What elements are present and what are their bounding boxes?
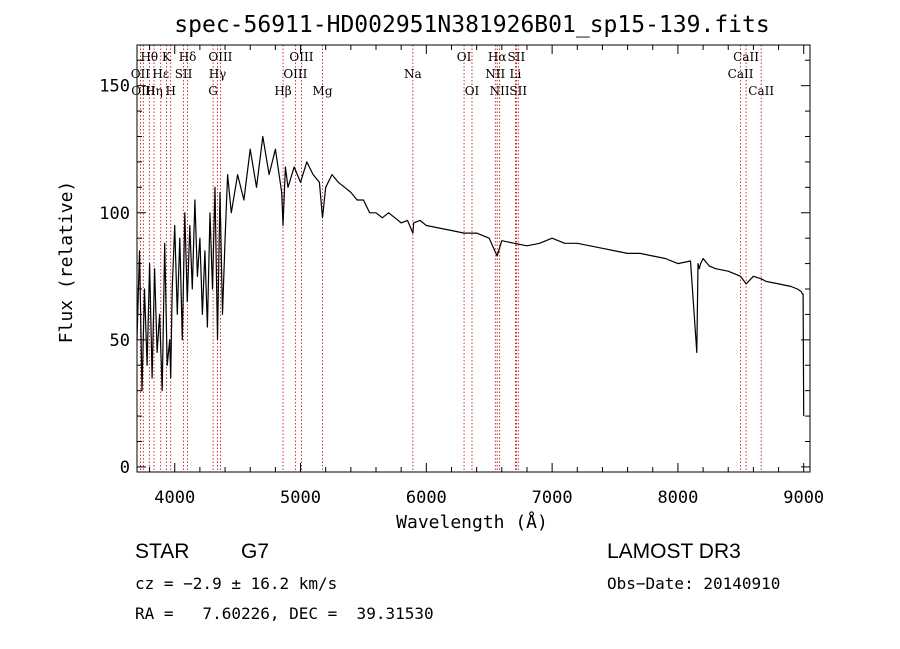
line-label-9: OIII	[208, 50, 232, 64]
line-label-0: Hθ	[140, 50, 158, 64]
line-label-13: OIII	[283, 67, 307, 81]
x-axis-label: Wavelength (Å)	[396, 511, 548, 533]
y-axis-label: Flux (relative)	[56, 181, 77, 344]
y-tick-label-0: 0	[120, 458, 130, 478]
line-label-3: K	[162, 50, 172, 64]
y-tick-label-1: 50	[110, 331, 130, 351]
x-tick-label-0: 4000	[154, 488, 195, 508]
line-label-8: Hδ	[179, 50, 197, 64]
line-label-6: SII	[175, 67, 193, 81]
line-label-7: H	[165, 84, 175, 98]
survey-name: LAMOST DR3	[607, 540, 741, 563]
ra-dec: RA = 7.60226, DEC = 39.31530	[135, 604, 434, 623]
line-label-11: G	[208, 84, 218, 98]
line-label-23: NII	[490, 84, 510, 98]
plot-frame	[136, 44, 811, 473]
x-tick-label-3: 7000	[532, 488, 573, 508]
spectrum-line	[136, 135, 805, 417]
line-label-22: Li	[509, 67, 521, 81]
x-tick-label-1: 5000	[280, 488, 321, 508]
spectrum-layer	[136, 135, 805, 417]
line-label-27: CaII	[748, 84, 774, 98]
line-label-4: Hε	[152, 67, 169, 81]
redshift-cz: cz = −2.9 ± 16.2 km/s	[135, 574, 338, 593]
line-label-20: SII	[508, 50, 526, 64]
line-label-17: OI	[457, 50, 472, 64]
spectral-line-markers	[139, 45, 762, 472]
x-tick-label-2: 6000	[406, 488, 447, 508]
line-label-18: OI	[465, 84, 480, 98]
line-label-14: Hβ	[274, 84, 291, 98]
x-tick-label-4: 8000	[657, 488, 698, 508]
y-tick-label-3: 150	[99, 77, 130, 97]
axis-ticks: 4000 5000 6000 7000 8000 9000 0 50 100 150	[99, 45, 824, 508]
line-label-25: CaII	[733, 50, 759, 64]
object-subclass: G7	[241, 540, 270, 563]
observation-date: Obs−Date: 20140910	[607, 574, 781, 593]
line-label-12: OIII	[289, 50, 313, 64]
x-tick-label-5: 9000	[783, 488, 824, 508]
line-label-15: Mg	[313, 84, 333, 98]
line-label-26: CaII	[728, 67, 754, 81]
chart-title: spec-56911-HD002951N381926B01_sp15-139.f…	[174, 12, 769, 38]
line-label-5: Hη	[145, 84, 163, 98]
line-label-21: NII	[485, 67, 505, 81]
line-label-24: SII	[509, 84, 527, 98]
y-tick-label-2: 100	[99, 204, 130, 224]
line-label-10: Hγ	[209, 67, 227, 81]
line-label-16: Na	[404, 67, 422, 81]
object-class: STAR	[135, 540, 190, 563]
line-label-19: Hα	[488, 50, 507, 64]
line-label-1: OII	[131, 67, 151, 81]
